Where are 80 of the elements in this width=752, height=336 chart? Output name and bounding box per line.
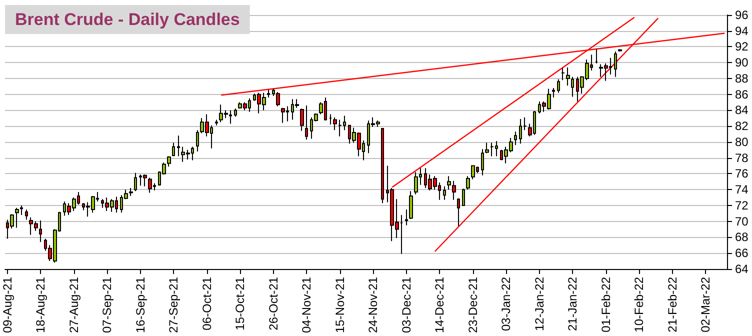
y-tick-label: 68 (735, 230, 749, 244)
candlestick (15, 207, 19, 228)
candlestick (143, 174, 147, 187)
candlestick (471, 165, 475, 180)
candlestick (409, 190, 413, 220)
y-tick-label: 86 (735, 87, 749, 102)
candlestick (514, 131, 517, 146)
candlestick (557, 78, 560, 94)
candlestick (405, 208, 408, 226)
y-tick-label: 94 (735, 24, 749, 38)
candlestick (571, 76, 574, 98)
y-tick-label: 72 (735, 198, 749, 212)
candlestick (134, 172, 137, 192)
candlestick (457, 198, 460, 227)
candlestick (196, 130, 199, 152)
y-tick-label: 84 (735, 103, 749, 118)
candlestick (172, 142, 175, 157)
candlestick (267, 89, 270, 98)
chart-title: Brent Crude - Daily Candles (15, 10, 240, 29)
y-tick-label: 88 (735, 71, 749, 86)
y-tick-label: 70 (735, 214, 749, 228)
candlestick (177, 135, 180, 157)
x-tick-label: 09-Aug-21 (0, 276, 14, 334)
x-tick-label: 15-Nov-21 (332, 276, 347, 333)
x-tick-label: 27-Aug-21 (66, 276, 81, 334)
candlestick (595, 48, 598, 64)
candlestick (381, 128, 384, 204)
x-tick-label: 24-Nov-21 (366, 276, 380, 333)
y-tick-label: 66 (735, 246, 749, 260)
x-tick-label: 18-Aug-21 (34, 276, 48, 334)
y-tick-label: 78 (735, 150, 749, 165)
x-tick-label: 14-Dec-21 (432, 276, 447, 333)
y-tick-label: 92 (735, 40, 749, 54)
candlestick (329, 114, 332, 126)
candlestick (618, 48, 622, 52)
x-tick-label: 27-Sep-21 (166, 276, 181, 334)
candlestick (305, 104, 308, 140)
candlestick (215, 119, 218, 126)
candlestick (414, 172, 418, 195)
y-tick-label: 64 (735, 262, 749, 276)
candlestick (25, 208, 28, 220)
candlestick (552, 88, 555, 98)
x-tick-label: 01-Feb-22 (598, 276, 613, 332)
candlestick (300, 108, 304, 132)
y-tick-label: 82 (735, 119, 749, 134)
y-tick-label: 90 (735, 56, 749, 70)
y-tick-label: 96 (735, 8, 749, 22)
candlestick (148, 177, 152, 194)
x-tick-label: 03-Jan-22 (499, 276, 514, 332)
x-tick-label: 10-Feb-22 (632, 276, 646, 332)
x-tick-label: 04-Nov-21 (300, 276, 314, 333)
candlestick (466, 176, 470, 190)
x-tick-label: 15-Oct-21 (233, 276, 248, 330)
candlestick (281, 107, 285, 124)
candlestick (462, 188, 465, 206)
candlestick (234, 108, 237, 118)
x-tick-label: 07-Sep-21 (100, 276, 114, 334)
x-tick-label: 16-Sep-21 (133, 276, 148, 334)
candlestick (39, 220, 42, 242)
x-tick-label: 06-Oct-21 (200, 276, 214, 330)
x-tick-label: 23-Dec-21 (466, 276, 480, 333)
x-tick-label: 26-Oct-21 (266, 276, 280, 330)
candlestick (338, 119, 342, 137)
y-tick-label: 76 (735, 166, 749, 181)
candlestick (333, 116, 337, 131)
candlestick (20, 204, 23, 216)
y-tick-label: 80 (735, 134, 749, 149)
x-tick-label: 21-Feb-22 (665, 276, 680, 332)
x-tick-label: 03-Dec-21 (399, 276, 414, 333)
candlestick (614, 51, 617, 78)
candlestick (229, 110, 232, 124)
candlestick (561, 68, 565, 81)
candlestick (490, 142, 494, 157)
x-tick-label: 12-Jan-22 (532, 276, 546, 332)
x-tick-label: 02-Mar-22 (698, 276, 713, 332)
y-tick-label: 74 (735, 182, 749, 197)
candlestick (276, 91, 280, 107)
x-tick-label: 21-Jan-22 (566, 276, 580, 332)
candlestick (443, 186, 446, 200)
candlestick (566, 66, 570, 86)
